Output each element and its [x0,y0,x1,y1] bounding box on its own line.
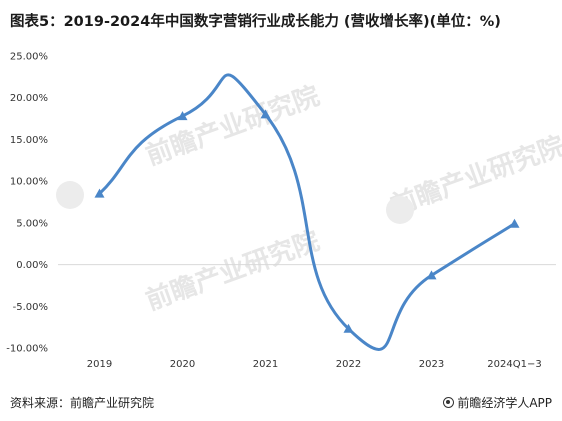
data-point-marker [343,323,354,333]
x-tick-label: 2024Q1−3 [487,359,541,370]
watermark-top: 前瞻产业研究院 [142,80,324,171]
data-point-marker [94,188,105,198]
brand-credit: 前瞻经济学人APP [443,394,552,411]
y-tick-label: 20.00% [10,93,48,104]
y-tick-label: -5.00% [13,302,48,313]
data-point-marker [177,111,188,121]
watermark-logo-right [386,196,414,224]
y-tick-label: 25.00% [10,52,48,63]
y-tick-label: -10.00% [6,344,48,355]
data-markers [94,109,520,333]
source-note: 资料来源：前瞻产业研究院 [10,396,155,410]
y-axis: -10.00% -5.00% 0.00% 5.00% 10.00% 15.00% 20.00… [6,52,48,355]
y-tick-label: 15.00% [10,135,48,146]
x-tick-label: 2019 [87,359,112,370]
data-point-marker [260,109,271,119]
watermark-logo-left [56,181,84,209]
x-axis: 2019 2020 2021 2022 2023 2024Q1−3 [87,359,542,370]
y-tick-label: 5.00% [16,218,48,229]
x-tick-label: 2021 [253,359,278,370]
chart-title: 图表5：2019-2024年中国数字营销行业成长能力 (营收增长率)(单位：%) [10,14,501,30]
x-tick-label: 2020 [170,359,195,370]
watermarks: 前瞻产业研究院 前瞻产业研究院 前瞻产业研究院 [56,80,562,317]
x-tick-label: 2022 [336,359,361,370]
brand-label: 前瞻经济学人APP [457,396,552,410]
y-tick-label: 0.00% [16,260,48,271]
watermark-middle: 前瞻产业研究院 [142,225,324,316]
data-point-marker [426,270,437,280]
y-tick-label: 10.00% [10,177,48,188]
data-point-marker [509,218,520,228]
circle-logo-icon [443,397,455,408]
x-tick-label: 2023 [419,359,444,370]
